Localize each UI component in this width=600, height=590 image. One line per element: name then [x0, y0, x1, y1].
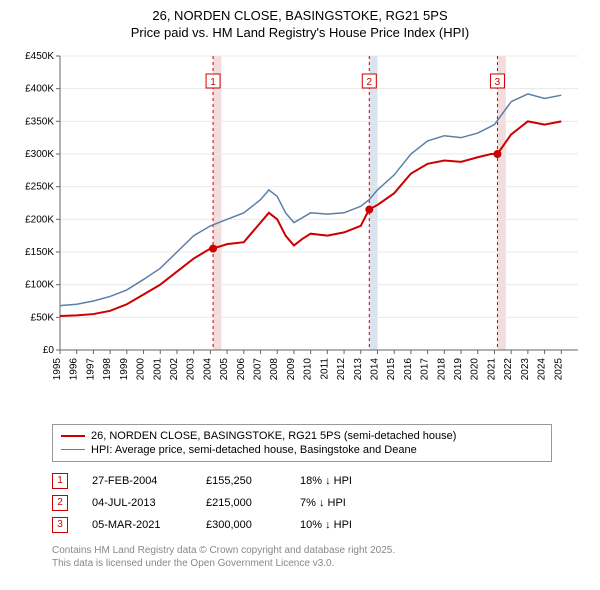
svg-text:2006: 2006 [236, 357, 247, 380]
legend-swatch [61, 449, 85, 450]
svg-text:2002: 2002 [169, 357, 180, 380]
svg-text:2011: 2011 [319, 357, 330, 379]
svg-text:2010: 2010 [303, 357, 314, 380]
chart-area: £0 £50K £100K £150K £200K £250K £300K £350K £400… [12, 50, 588, 420]
svg-text:2015: 2015 [386, 357, 397, 380]
svg-text:2001: 2001 [152, 357, 163, 380]
svg-text:2007: 2007 [253, 357, 264, 380]
svg-text:£100K: £100K [25, 279, 54, 290]
svg-text:1998: 1998 [102, 357, 113, 380]
svg-text:£450K: £450K [25, 51, 54, 62]
svg-text:£50K: £50K [31, 312, 55, 323]
legend-item: HPI: Average price, semi-detached house,… [61, 443, 543, 457]
legend-swatch [61, 435, 85, 437]
sale-marker: 3 [52, 517, 68, 533]
svg-text:2021: 2021 [486, 357, 497, 380]
svg-text:£350K: £350K [25, 116, 54, 127]
sales-row: 2 04-JUL-2013 £215,000 7% ↓ HPI [52, 492, 588, 514]
sale-date: 04-JUL-2013 [92, 497, 182, 509]
svg-text:2025: 2025 [553, 357, 564, 380]
sale-marker: 2 [52, 495, 68, 511]
svg-text:£150K: £150K [25, 247, 54, 258]
svg-text:2: 2 [367, 77, 373, 88]
svg-text:2022: 2022 [503, 357, 514, 380]
svg-text:2016: 2016 [403, 357, 414, 380]
sale-price: £300,000 [206, 519, 276, 531]
svg-text:1997: 1997 [85, 357, 96, 380]
svg-text:2009: 2009 [286, 357, 297, 380]
svg-text:2005: 2005 [219, 357, 230, 380]
svg-text:2014: 2014 [369, 357, 380, 380]
svg-text:1995: 1995 [52, 357, 63, 380]
legend-label: 26, NORDEN CLOSE, BASINGSTOKE, RG21 5PS … [91, 430, 456, 442]
svg-text:2012: 2012 [336, 357, 347, 380]
svg-text:3: 3 [495, 77, 501, 88]
legend-label: HPI: Average price, semi-detached house,… [91, 444, 417, 456]
svg-text:2004: 2004 [202, 357, 213, 380]
svg-text:£250K: £250K [25, 181, 54, 192]
svg-text:2024: 2024 [537, 357, 548, 380]
chart-title: 26, NORDEN CLOSE, BASINGSTOKE, RG21 5PS … [12, 8, 588, 42]
svg-text:2018: 2018 [436, 357, 447, 380]
svg-text:2020: 2020 [470, 357, 481, 380]
svg-text:2008: 2008 [269, 357, 280, 380]
svg-text:£300K: £300K [25, 149, 54, 160]
sale-price: £155,250 [206, 475, 276, 487]
svg-text:2019: 2019 [453, 357, 464, 380]
svg-text:£0: £0 [43, 345, 55, 356]
svg-text:2013: 2013 [353, 357, 364, 380]
svg-text:£400K: £400K [25, 83, 54, 94]
sale-marker: 1 [52, 473, 68, 489]
svg-text:1996: 1996 [69, 357, 80, 380]
legend: 26, NORDEN CLOSE, BASINGSTOKE, RG21 5PS … [52, 424, 552, 462]
sale-diff: 7% ↓ HPI [300, 497, 390, 509]
sale-date: 05-MAR-2021 [92, 519, 182, 531]
svg-text:£200K: £200K [25, 214, 54, 225]
svg-text:1999: 1999 [119, 357, 130, 380]
svg-text:2003: 2003 [186, 357, 197, 380]
line-chart: £0 £50K £100K £150K £200K £250K £300K £350K £400… [12, 50, 588, 420]
sale-diff: 18% ↓ HPI [300, 475, 390, 487]
sales-row: 1 27-FEB-2004 £155,250 18% ↓ HPI [52, 470, 588, 492]
svg-text:2017: 2017 [420, 357, 431, 380]
sales-row: 3 05-MAR-2021 £300,000 10% ↓ HPI [52, 514, 588, 536]
sale-price: £215,000 [206, 497, 276, 509]
svg-text:2023: 2023 [520, 357, 531, 380]
sales-table: 1 27-FEB-2004 £155,250 18% ↓ HPI 2 04-JU… [52, 470, 588, 536]
sale-diff: 10% ↓ HPI [300, 519, 390, 531]
sale-date: 27-FEB-2004 [92, 475, 182, 487]
legend-item: 26, NORDEN CLOSE, BASINGSTOKE, RG21 5PS … [61, 429, 543, 443]
svg-text:2000: 2000 [136, 357, 147, 380]
footer-attribution: Contains HM Land Registry data © Crown c… [52, 544, 588, 570]
svg-text:1: 1 [210, 77, 216, 88]
